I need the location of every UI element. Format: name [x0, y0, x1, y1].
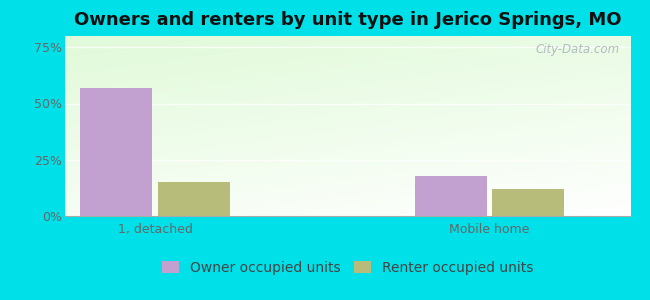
Legend: Owner occupied units, Renter occupied units: Owner occupied units, Renter occupied un…	[157, 255, 539, 280]
Bar	[491, 189, 564, 216]
Bar	[157, 182, 229, 216]
Title: Owners and renters by unit type in Jerico Springs, MO: Owners and renters by unit type in Jeric…	[74, 11, 621, 29]
Bar	[81, 88, 152, 216]
Bar	[415, 176, 487, 216]
Text: City-Data.com: City-Data.com	[535, 43, 619, 56]
